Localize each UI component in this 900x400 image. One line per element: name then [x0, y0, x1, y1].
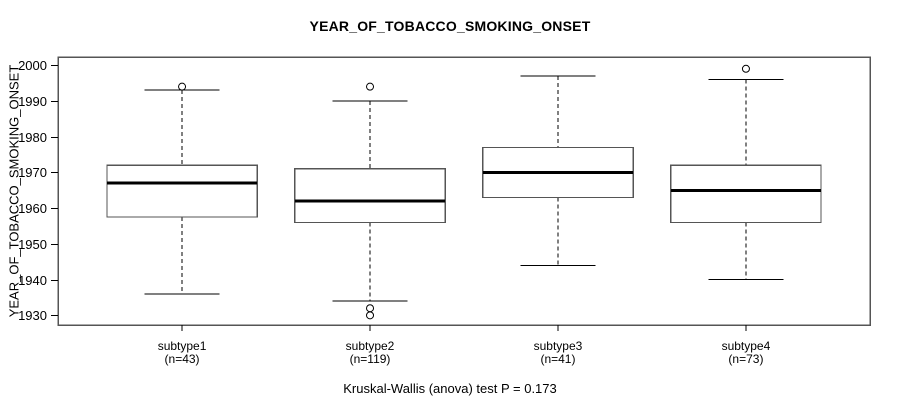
x-category-label: subtype4 — [722, 339, 771, 353]
iqr-box — [670, 164, 822, 224]
x-category-count: (n=119) — [350, 352, 391, 366]
x-category-label: subtype1 — [158, 339, 207, 353]
chart-title: YEAR_OF_TOBACCO_SMOKING_ONSET — [309, 18, 591, 34]
y-tick-label: 1930 — [18, 308, 47, 323]
y-tick-label: 1980 — [18, 130, 47, 145]
y-tick-label: 1960 — [18, 201, 47, 216]
x-category-label: subtype2 — [346, 339, 395, 353]
x-category-count: (n=73) — [728, 352, 763, 366]
outlier-point — [741, 64, 750, 73]
boxplot-subtype1 — [106, 82, 258, 295]
y-tick-label: 1970 — [18, 165, 47, 180]
outlier-point — [366, 311, 375, 320]
outlier-point — [366, 82, 375, 91]
boxplot-subtype3 — [482, 75, 634, 266]
boxplot-subtype4 — [670, 64, 822, 281]
iqr-box — [294, 168, 446, 224]
boxplot-subtype2 — [294, 82, 446, 320]
x-category-count: (n=43) — [165, 352, 200, 366]
y-tick-label: 2000 — [18, 58, 47, 73]
plot-frame — [57, 56, 871, 326]
kruskal-wallis-annotation: Kruskal-Wallis (anova) test P = 0.173 — [343, 381, 557, 396]
x-category-count: (n=41) — [540, 352, 575, 366]
y-tick-label: 1990 — [18, 94, 47, 109]
iqr-box — [106, 164, 258, 218]
outlier-point — [366, 304, 375, 313]
y-tick-label: 1940 — [18, 273, 47, 288]
outlier-point — [178, 82, 187, 91]
x-category-label: subtype3 — [534, 339, 583, 353]
y-tick-label: 1950 — [18, 237, 47, 252]
